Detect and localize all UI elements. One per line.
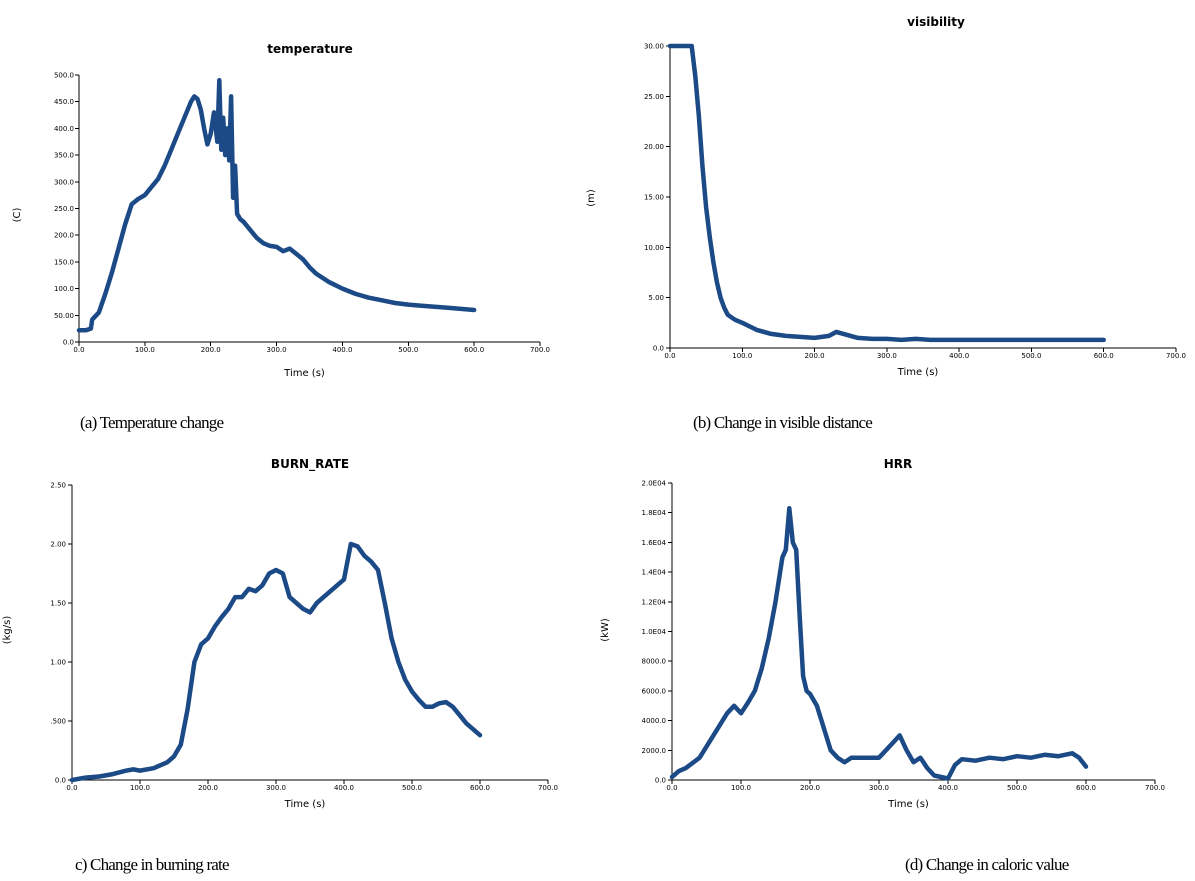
burn-rate-x-tick-label: 100.0 <box>130 784 150 792</box>
temperature-series-line <box>76 78 477 333</box>
burn-rate-y-tick-label: 1.00 <box>50 659 66 667</box>
caption-hrr: (d) Change in caloric value <box>905 855 1069 874</box>
hrr-x-axis-label: Time (s) <box>887 799 929 810</box>
visibility-y-tick-label: 20.00 <box>644 143 664 151</box>
temperature-x-tick-label: 700.0 <box>530 346 550 354</box>
hrr-y-tick-label: 1.6E04 <box>642 539 667 547</box>
visibility-y-tick-label: 15.00 <box>644 194 664 202</box>
hrr-y-tick-label: 1.2E04 <box>642 598 667 606</box>
hrr-y-tick-label: 1.4E04 <box>642 569 667 577</box>
hrr-y-tick-label: 0.0 <box>655 777 666 785</box>
visibility-y-tick-label: 5.00 <box>648 294 664 302</box>
temperature-x-tick-label: 0.0 <box>73 346 84 354</box>
visibility-chart: visibility 0.0 100.0 200.0 300.0 400.0 500.0 60… <box>586 15 1186 378</box>
visibility-x-tick-label: 500.0 <box>1021 352 1041 360</box>
hrr-y-tick-label: 4000.0 <box>642 717 667 725</box>
temperature-y-tick-label: 150.0 <box>54 258 74 266</box>
temperature-y-tick-label: 350.0 <box>54 152 74 160</box>
burn-rate-series-line <box>69 541 483 783</box>
burn-rate-y-axis-label: (kg/s) <box>2 616 13 645</box>
visibility-y-tick-label: 25.00 <box>644 93 664 101</box>
caption-temperature: (a) Temperature change <box>80 413 224 432</box>
hrr-y-tick-label: 2.0E04 <box>642 480 667 488</box>
visibility-x-axis-label: Time (s) <box>897 367 939 378</box>
burn-rate-x-tick-label: 300.0 <box>266 784 286 792</box>
visibility-y-axis-label: (m) <box>586 189 597 207</box>
chart-panel-burn-rate: BURN_RATE 0.0 100.0 200.0 300.0 400.0 500.0 600… <box>0 445 580 825</box>
temperature-y-tick-label: 100.0 <box>54 285 74 293</box>
visibility-series-line <box>667 43 1106 343</box>
hrr-x-tick-label: 400.0 <box>938 784 958 792</box>
hrr-x-tick-label: 700.0 <box>1145 784 1165 792</box>
hrr-y-tick-label: 2000.0 <box>642 747 667 755</box>
temperature-x-tick-label: 300.0 <box>267 346 287 354</box>
burn-rate-x-tick-label: 700.0 <box>538 784 558 792</box>
temperature-y-tick-label: 400.0 <box>54 125 74 133</box>
burn-rate-chart-title: BURN_RATE <box>271 457 349 472</box>
visibility-x-tick-label: 600.0 <box>1094 352 1114 360</box>
temperature-x-tick-label: 200.0 <box>201 346 221 354</box>
visibility-x-tick-label: 200.0 <box>805 352 825 360</box>
burn-rate-x-tick-label: 200.0 <box>198 784 218 792</box>
hrr-x-tick-label: 100.0 <box>731 784 751 792</box>
caption-burn-rate: c) Change in burning rate <box>75 855 230 874</box>
visibility-x-tick-label: 300.0 <box>877 352 897 360</box>
temperature-y-tick-label: 450.0 <box>54 98 74 106</box>
visibility-y-tick-label: 10.00 <box>644 244 664 252</box>
chart-panel-temperature: temperature 0.0 100.0 200.0 300.0 400.0 500.0 6… <box>0 30 580 390</box>
temperature-y-axis-label: (C) <box>12 208 23 223</box>
burn-rate-x-tick-label: 600.0 <box>470 784 490 792</box>
hrr-y-tick-label: 1.8E04 <box>642 509 667 517</box>
hrr-chart: HRR 0.0 100.0 200.0 300.0 400.0 500.0 600.0 700.… <box>600 457 1165 810</box>
temperature-x-axis-label: Time (s) <box>283 368 325 379</box>
visibility-x-tick-label: 100.0 <box>732 352 752 360</box>
temperature-chart-title: temperature <box>267 42 352 56</box>
burn-rate-x-axis-label: Time (s) <box>284 799 326 810</box>
temperature-y-tick-label: 500.0 <box>54 72 74 80</box>
hrr-x-tick-label: 0.0 <box>666 784 677 792</box>
hrr-y-tick-label: 1.0E04 <box>642 628 667 636</box>
chart-panel-hrr: HRR 0.0 100.0 200.0 300.0 400.0 500.0 600.0 700.… <box>600 445 1195 825</box>
visibility-chart-title: visibility <box>907 15 965 29</box>
burn-rate-x-tick-label: 500.0 <box>402 784 422 792</box>
temperature-y-tick-label: 0.0 <box>63 339 74 347</box>
visibility-y-tick-label: 30.00 <box>644 43 664 51</box>
temperature-x-tick-label: 400.0 <box>332 346 352 354</box>
visibility-x-tick-label: 700.0 <box>1166 352 1186 360</box>
hrr-y-axis-label: (kW) <box>600 618 611 642</box>
burn-rate-chart: BURN_RATE 0.0 100.0 200.0 300.0 400.0 500.0 600… <box>2 457 558 810</box>
hrr-y-tick-label: 6000.0 <box>642 687 667 695</box>
temperature-chart: temperature 0.0 100.0 200.0 300.0 400.0 500.0 6… <box>12 42 550 379</box>
temperature-x-tick-label: 500.0 <box>398 346 418 354</box>
temperature-x-tick-label: 600.0 <box>464 346 484 354</box>
temperature-y-tick-label: 50.00 <box>54 312 74 320</box>
chart-panel-visibility: visibility 0.0 100.0 200.0 300.0 400.0 500.0 60… <box>586 10 1195 390</box>
burn-rate-y-tick-label: 2.00 <box>50 541 66 549</box>
burn-rate-x-tick-label: 0.0 <box>66 784 77 792</box>
visibility-x-tick-label: 400.0 <box>949 352 969 360</box>
visibility-y-tick-label: 0.0 <box>653 345 664 353</box>
hrr-x-tick-label: 200.0 <box>800 784 820 792</box>
temperature-x-tick-label: 100.0 <box>135 346 155 354</box>
caption-visibility: (b) Change in visible distance <box>693 413 873 432</box>
burn-rate-y-tick-label: .500 <box>50 718 66 726</box>
hrr-chart-title: HRR <box>884 457 913 471</box>
hrr-series-line <box>669 505 1089 781</box>
hrr-x-tick-label: 600.0 <box>1076 784 1096 792</box>
temperature-y-tick-label: 250.0 <box>54 205 74 213</box>
temperature-y-tick-label: 200.0 <box>54 232 74 240</box>
burn-rate-y-tick-label: 1.50 <box>50 600 66 608</box>
burn-rate-y-tick-label: 0.0 <box>55 777 66 785</box>
hrr-y-tick-label: 8000.0 <box>642 658 667 666</box>
temperature-y-tick-label: 300.0 <box>54 178 74 186</box>
visibility-x-tick-label: 0.0 <box>664 352 675 360</box>
burn-rate-y-tick-label: 2.50 <box>50 482 66 490</box>
hrr-x-tick-label: 300.0 <box>869 784 889 792</box>
hrr-x-tick-label: 500.0 <box>1007 784 1027 792</box>
burn-rate-x-tick-label: 400.0 <box>334 784 354 792</box>
